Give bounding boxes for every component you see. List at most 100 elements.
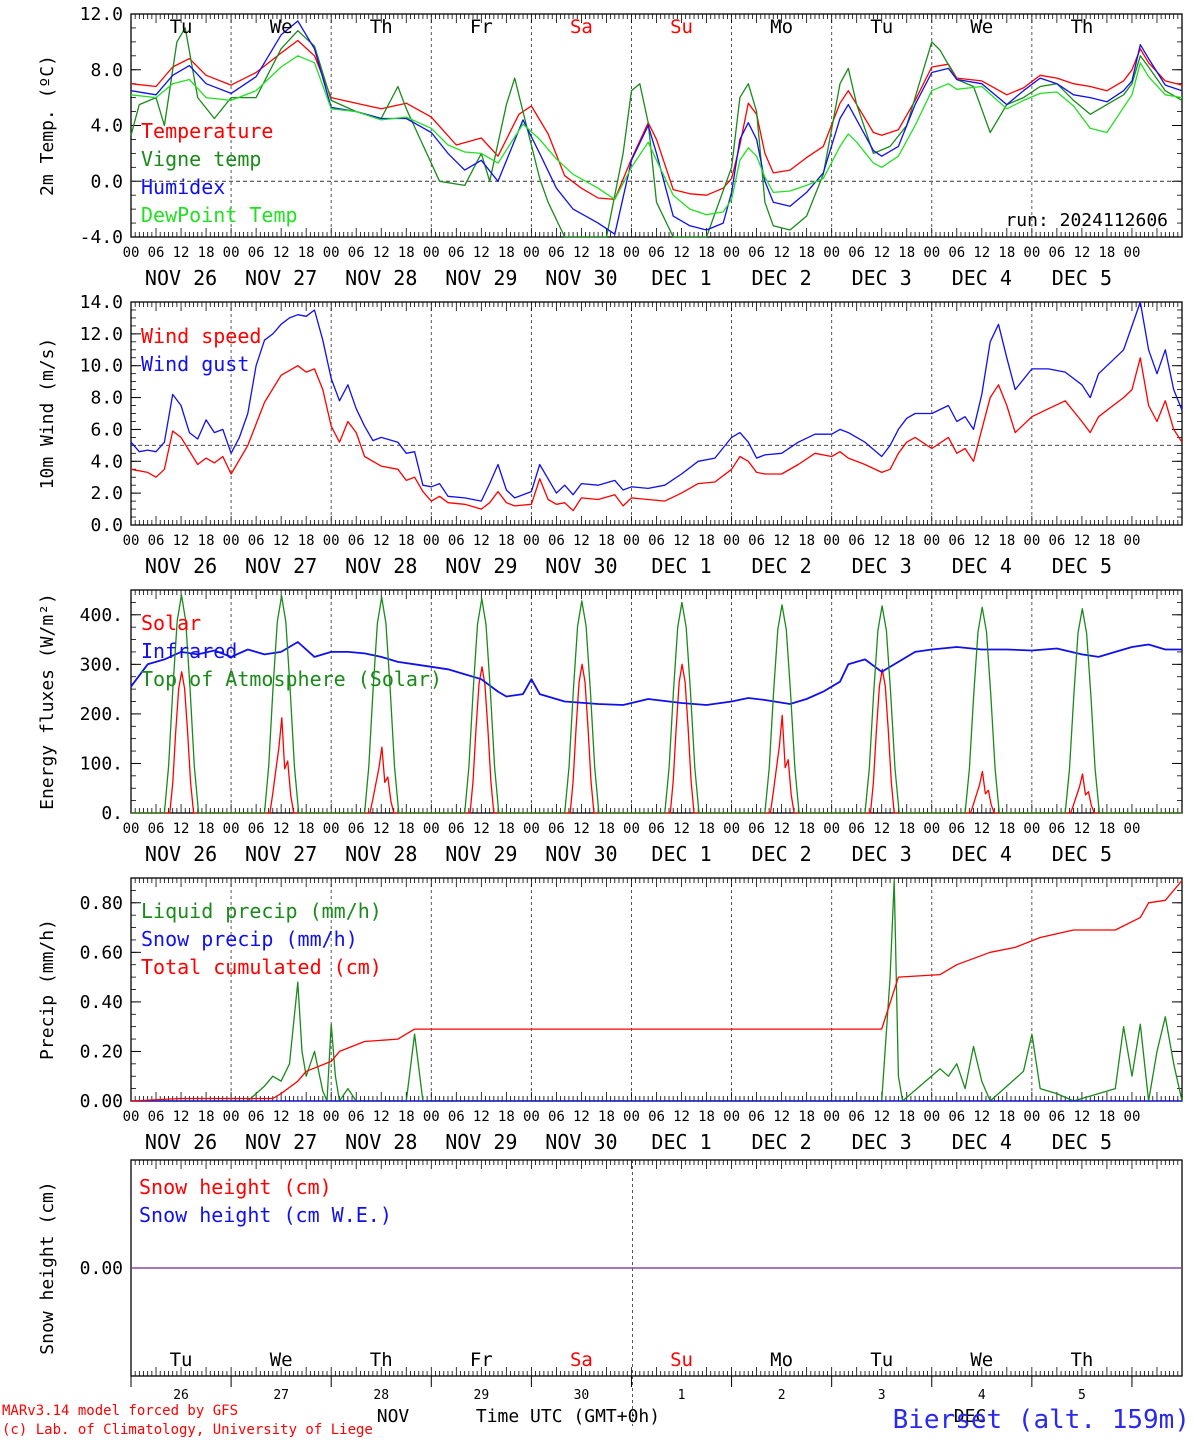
- hour-label: 18: [998, 245, 1015, 261]
- series-line-infrared: [130, 641, 1182, 706]
- date-label: NOV 26: [145, 266, 217, 290]
- hour-label: 06: [248, 821, 265, 837]
- day-number: 30: [574, 1388, 590, 1403]
- hour-label: 18: [1098, 821, 1115, 837]
- hour-label: 12: [1073, 821, 1090, 837]
- hour-label: 06: [648, 533, 665, 549]
- hour-label: 12: [973, 245, 990, 261]
- hour-label: 00: [223, 1109, 240, 1125]
- y-tick-label: 4.0: [90, 451, 123, 472]
- hour-label: 00: [323, 245, 340, 261]
- hour-label: 06: [948, 533, 965, 549]
- hour-label: 06: [848, 245, 865, 261]
- y-axis: 0. 100. 200. 300. 400.: [80, 589, 1182, 824]
- hour-label: 18: [898, 821, 915, 837]
- hour-label: 00: [723, 533, 740, 549]
- legend-entry: Solar: [141, 611, 201, 635]
- hour-label: 18: [998, 533, 1015, 549]
- y-axis-title: Precip (mm/h): [37, 919, 58, 1060]
- hour-label: 12: [1073, 1109, 1090, 1125]
- hour-label: 12: [173, 245, 190, 261]
- hour-label: 12: [173, 1109, 190, 1125]
- hour-label: 12: [473, 533, 490, 549]
- legend-entry: Vigne temp: [141, 147, 261, 171]
- hour-label: 06: [148, 245, 165, 261]
- day-number: 5: [1078, 1388, 1086, 1403]
- y-axis-title: 2m Temp. (ºC): [37, 55, 58, 196]
- hour-label: 06: [748, 533, 765, 549]
- legend-entry: Snow height (cm W.E.): [139, 1203, 392, 1227]
- y-tick-label: 0.40: [80, 992, 123, 1013]
- hour-label: 18: [698, 821, 715, 837]
- hour-label: 12: [973, 821, 990, 837]
- hour-label: 18: [298, 821, 315, 837]
- y-tick-label: 8.0: [90, 60, 123, 81]
- hour-ticks: [130, 590, 1183, 813]
- hour-label: 18: [898, 533, 915, 549]
- date-label: DEC 1: [651, 842, 711, 866]
- hour-label: 18: [198, 1109, 215, 1125]
- hour-label: 18: [298, 533, 315, 549]
- day-number: 1: [678, 1388, 686, 1403]
- y-tick-label: 0.20: [80, 1041, 123, 1062]
- hour-label: 18: [898, 245, 915, 261]
- y-tick-label: 300.: [80, 654, 123, 675]
- hour-label: 06: [348, 245, 365, 261]
- hour-label: 18: [698, 533, 715, 549]
- hour-label: 06: [348, 533, 365, 549]
- hour-label: 12: [773, 533, 790, 549]
- date-label: DEC 2: [752, 842, 812, 866]
- date-label: NOV 26: [145, 554, 217, 578]
- station-label: Bierset (alt. 159m): [893, 1405, 1190, 1435]
- hour-label: 12: [873, 245, 890, 261]
- hour-label: 18: [198, 821, 215, 837]
- y-tick-label: 14.0: [80, 292, 123, 313]
- panel-2: 0.0 2.0 4.0 6.0 8.0 10.0 12.0 14.0 10m Wind (m/s…: [37, 292, 1183, 578]
- hour-label: 00: [523, 821, 540, 837]
- hour-label: 12: [573, 533, 590, 549]
- hour-label: 00: [623, 533, 640, 549]
- hour-label: 06: [148, 533, 165, 549]
- date-label: DEC 5: [1052, 266, 1112, 290]
- weekday-footer-label: Tu: [170, 1349, 193, 1371]
- hour-label: 06: [448, 1109, 465, 1125]
- credit-line-1: MARv3.14 model forced by GFS: [2, 1403, 238, 1419]
- date-label: NOV 26: [145, 1130, 217, 1154]
- hour-label: 18: [998, 1109, 1015, 1125]
- hour-label: 18: [798, 821, 815, 837]
- date-label: DEC 3: [852, 842, 912, 866]
- hour-label: 12: [473, 1109, 490, 1125]
- hour-label: 06: [548, 245, 565, 261]
- hour-label: 06: [848, 533, 865, 549]
- hour-label: 00: [623, 245, 640, 261]
- hour-label: 06: [1048, 821, 1065, 837]
- hour-label: 00: [923, 245, 940, 261]
- hour-label: 18: [298, 245, 315, 261]
- hour-label: 00: [1124, 245, 1141, 261]
- day-number: 3: [878, 1388, 886, 1403]
- date-label: NOV 28: [345, 554, 417, 578]
- hour-label: 18: [698, 1109, 715, 1125]
- date-label: DEC 1: [651, 554, 711, 578]
- hour-label: 06: [1048, 533, 1065, 549]
- series-line-wind-speed: [130, 357, 1183, 512]
- legend-entry: Liquid precip (mm/h): [141, 899, 382, 923]
- date-label: DEC 1: [651, 1130, 711, 1154]
- weekday-header: Th: [1070, 16, 1093, 38]
- credit-line-2: (c) Lab. of Climatology, University of L…: [2, 1422, 373, 1438]
- hour-label: 00: [423, 245, 440, 261]
- hour-label: 00: [1124, 821, 1141, 837]
- hour-label: 00: [1023, 245, 1040, 261]
- hour-label: 12: [773, 1109, 790, 1125]
- hour-label: 00: [1023, 1109, 1040, 1125]
- hour-label: 18: [1098, 245, 1115, 261]
- weekday-footer-label: Tu: [870, 1349, 893, 1371]
- hour-label: 12: [673, 533, 690, 549]
- panel-3: 0. 100. 200. 300. 400. Energy fluxes (W/m²) So…: [37, 589, 1183, 866]
- y-tick-label: 12.0: [80, 324, 123, 345]
- y-tick-label: 0.0: [90, 515, 123, 536]
- y-tick-label: 8.0: [90, 388, 123, 409]
- hour-label: 12: [773, 245, 790, 261]
- date-label: DEC 5: [1052, 1130, 1112, 1154]
- day-separators: [230, 14, 1033, 237]
